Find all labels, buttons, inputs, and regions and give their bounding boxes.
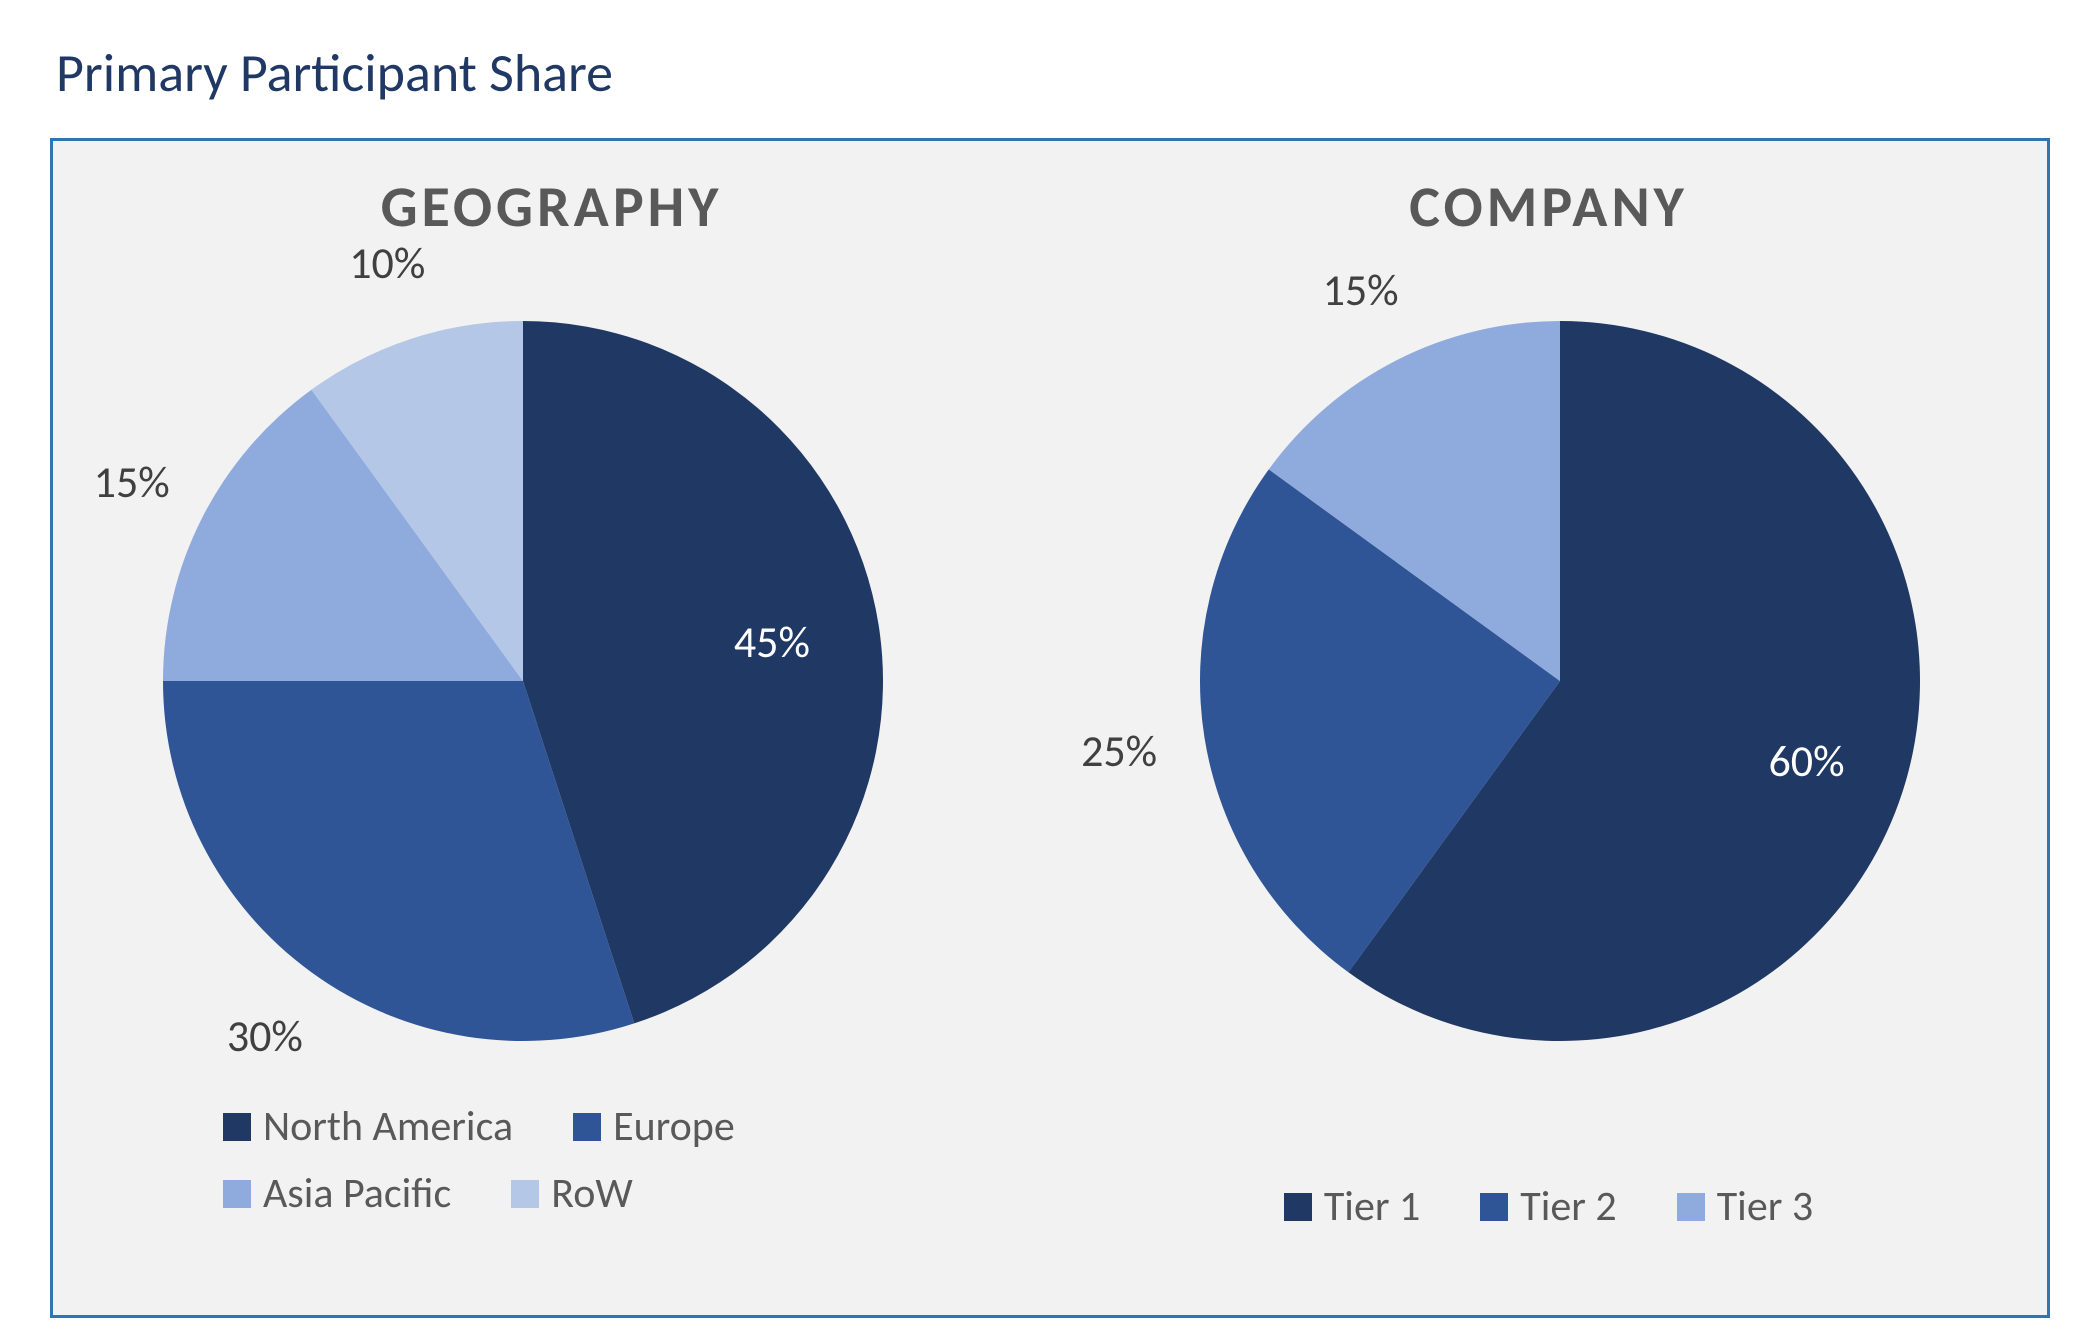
company-legend: Tier 1 Tier 2 Tier 3 (1050, 1181, 2047, 1232)
legend-swatch-icon (223, 1180, 251, 1208)
legend-swatch-icon (573, 1113, 601, 1141)
company-slice-label-2: 15% (1323, 263, 1399, 317)
page: Primary Participant Share GEOGRAPHY 45%3… (0, 0, 2095, 1343)
geography-legend-item: RoW (511, 1168, 632, 1219)
geography-slice-label-0: 45% (734, 615, 810, 669)
geography-legend-item: Europe (573, 1101, 735, 1152)
company-pie: 60%25%15% (1200, 321, 1920, 1041)
geography-legend: North America Europe Asia Pacific RoW (53, 1101, 1050, 1219)
charts-panel: GEOGRAPHY 45%30%15%10% North AmericaEuro… (50, 138, 2050, 1318)
legend-swatch-icon (1677, 1193, 1705, 1221)
geography-legend-item: North America (223, 1101, 513, 1152)
legend-item-label: Tier 3 (1717, 1181, 1813, 1232)
company-slice-label-1: 25% (1081, 724, 1157, 778)
company-legend-item: Tier 1 (1284, 1181, 1420, 1232)
legend-swatch-icon (223, 1113, 251, 1141)
legend-item-label: Tier 1 (1324, 1181, 1420, 1232)
legend-item-label: Tier 2 (1520, 1181, 1616, 1232)
geography-slice-label-3: 10% (349, 236, 425, 290)
company-legend-item: Tier 3 (1677, 1181, 1813, 1232)
geography-legend-row: North America Europe (113, 1101, 990, 1152)
legend-swatch-icon (511, 1180, 539, 1208)
company-pie-svg (1200, 321, 1920, 1041)
geography-slice-label-1: 30% (227, 1009, 303, 1063)
geography-pie: 45%30%15%10% (163, 321, 883, 1041)
legend-swatch-icon (1284, 1193, 1312, 1221)
legend-item-label: RoW (551, 1168, 632, 1219)
geography-slice-label-2: 15% (94, 455, 170, 509)
geography-pie-svg (163, 321, 883, 1041)
geography-panel: GEOGRAPHY 45%30%15%10% North AmericaEuro… (53, 141, 1050, 1315)
company-chart-title: COMPANY (1050, 171, 2047, 242)
legend-item-label: North America (263, 1101, 513, 1152)
legend-swatch-icon (1480, 1193, 1508, 1221)
company-legend-item: Tier 2 (1480, 1181, 1616, 1232)
legend-item-label: Asia Pacific (263, 1168, 451, 1219)
company-legend-row: Tier 1 Tier 2 Tier 3 (1110, 1181, 1987, 1232)
company-slice-label-0: 60% (1768, 734, 1844, 788)
geography-chart-title: GEOGRAPHY (53, 171, 1050, 242)
page-title: Primary Participant Share (50, 40, 2065, 106)
legend-item-label: Europe (613, 1101, 735, 1152)
company-panel: COMPANY 60%25%15% Tier 1Tier 2Tier 3 (1050, 141, 2047, 1315)
geography-legend-row: Asia Pacific RoW (113, 1168, 990, 1219)
geography-legend-item: Asia Pacific (223, 1168, 451, 1219)
